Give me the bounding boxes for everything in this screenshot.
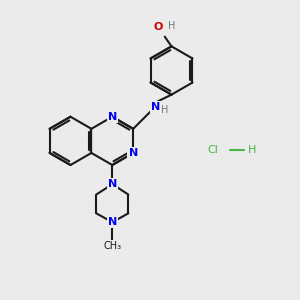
Text: CH₃: CH₃ <box>103 242 122 251</box>
Text: O: O <box>154 22 163 32</box>
Text: H: H <box>161 105 168 115</box>
Text: Cl: Cl <box>208 145 219 155</box>
Text: H: H <box>248 145 256 155</box>
Text: H: H <box>168 21 175 31</box>
Text: N: N <box>108 179 117 189</box>
Text: N: N <box>129 148 138 158</box>
Text: N: N <box>108 217 117 227</box>
Text: N: N <box>151 102 160 112</box>
Text: N: N <box>108 112 117 122</box>
